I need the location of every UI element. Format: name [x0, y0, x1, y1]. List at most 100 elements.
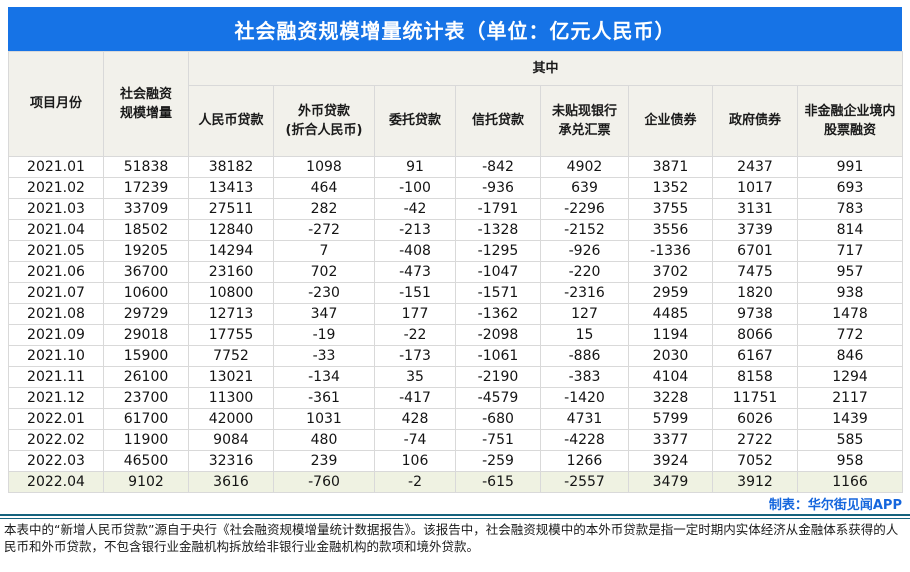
value-cell: -760	[273, 471, 375, 493]
value-cell: 717	[796, 240, 904, 262]
value-cell: 1820	[712, 282, 798, 304]
value-cell: -936	[455, 177, 541, 199]
value-cell: 127	[540, 303, 629, 325]
value-cell: 938	[796, 282, 904, 304]
value-cell: 1017	[712, 177, 798, 199]
value-cell: -417	[374, 387, 456, 409]
value-cell: -615	[455, 471, 541, 493]
value-cell: 26100	[103, 366, 189, 388]
table-row: 2021.10 15900 7752 -33 -173 -1061 -886 2030 6167…	[8, 345, 904, 367]
social-financing-table: 项目月份 社会融资 规模增量 其中 人民币贷款 外币贷款 (折合人民币) 委托贷…	[8, 51, 904, 493]
table-row: 2021.01 51838 38182 1098 91 -842 4902 3871 2437 9…	[8, 156, 904, 178]
value-cell: -680	[455, 408, 541, 430]
value-cell: -2098	[455, 324, 541, 346]
value-cell: -2296	[540, 198, 629, 220]
value-cell: -1328	[455, 219, 541, 241]
table-row: 2021.04 18502 12840 -272 -213 -1328 -2152 3556 3…	[8, 219, 904, 241]
table-row: 2022.01 61700 42000 1031 428 -680 4731 5799 6026…	[8, 408, 904, 430]
table-row: 2021.09 29018 17755 -19 -22 -2098 15 1194 8066 77…	[8, 324, 904, 346]
value-cell: 35	[374, 366, 456, 388]
value-cell: -42	[374, 198, 456, 220]
value-cell: 10600	[103, 282, 189, 304]
value-cell: -751	[455, 429, 541, 451]
value-cell: 7475	[712, 261, 798, 283]
value-cell: 585	[796, 429, 904, 451]
column-header-total: 社会融资 规模增量	[103, 51, 189, 157]
value-cell: 9738	[712, 303, 798, 325]
table-row: 2022.04 9102 3616 -760 -2 -615 -2557 3479 3912 11…	[8, 471, 904, 493]
value-cell: 32316	[188, 450, 274, 472]
value-cell: 17239	[103, 177, 189, 199]
value-cell: 15	[540, 324, 629, 346]
value-cell: -259	[455, 450, 541, 472]
footnote-text: 本表中的“新增人民币贷款”源自于央行《社会融资规模增量统计数据报告》。该报告中，…	[4, 522, 899, 554]
value-cell: 1166	[796, 471, 904, 493]
value-cell: -230	[273, 282, 375, 304]
value-cell: 3739	[712, 219, 798, 241]
header-row-top: 项目月份 社会融资 规模增量 其中	[8, 51, 904, 157]
value-cell: 42000	[188, 408, 274, 430]
value-cell: -4228	[540, 429, 629, 451]
value-cell: 1439	[796, 408, 904, 430]
value-cell: 282	[273, 198, 375, 220]
value-cell: -408	[374, 240, 456, 262]
value-cell: -2316	[540, 282, 629, 304]
value-cell: 347	[273, 303, 375, 325]
value-cell: 10800	[188, 282, 274, 304]
value-cell: 2437	[712, 156, 798, 178]
value-cell: -22	[374, 324, 456, 346]
value-cell: 4731	[540, 408, 629, 430]
value-cell: -4579	[455, 387, 541, 409]
column-header-entrusted-loans: 委托贷款	[374, 85, 456, 157]
column-header-undiscounted-bills: 未贴现银行 承兑汇票	[540, 85, 629, 157]
table-body: 2021.01 51838 38182 1098 91 -842 4902 3871 2437 9…	[8, 156, 904, 493]
column-header-stock-financing: 非金融企业境内 股票融资	[796, 85, 904, 157]
column-header-among-which: 其中	[187, 51, 904, 86]
value-cell: 3924	[628, 450, 713, 472]
value-cell: -134	[273, 366, 375, 388]
value-cell: -1336	[628, 240, 713, 262]
value-cell: -1571	[455, 282, 541, 304]
value-cell: -2152	[540, 219, 629, 241]
value-cell: -272	[273, 219, 375, 241]
value-cell: 11751	[712, 387, 798, 409]
month-cell: 2021.04	[8, 219, 104, 241]
value-cell: 11900	[103, 429, 189, 451]
value-cell: 3871	[628, 156, 713, 178]
value-cell: 2030	[628, 345, 713, 367]
header-row-sub: 人民币贷款 外币贷款 (折合人民币) 委托贷款 信托贷款 未贴现银行 承兑汇票 …	[9, 85, 904, 157]
value-cell: -74	[374, 429, 456, 451]
value-cell: 11300	[188, 387, 274, 409]
table-row: 2021.02 17239 13413 464 -100 -936 639 1352 1017 6…	[8, 177, 904, 199]
value-cell: 19205	[103, 240, 189, 262]
value-cell: 36700	[103, 261, 189, 283]
value-cell: 15900	[103, 345, 189, 367]
month-cell: 2022.02	[8, 429, 104, 451]
value-cell: 8066	[712, 324, 798, 346]
column-header-month: 项目月份	[8, 51, 104, 157]
month-cell: 2021.05	[8, 240, 104, 262]
value-cell: 7052	[712, 450, 798, 472]
value-cell: -2	[374, 471, 456, 493]
value-cell: 958	[796, 450, 904, 472]
double-rule-divider	[0, 514, 910, 519]
month-cell: 2021.10	[8, 345, 104, 367]
month-cell: 2021.06	[8, 261, 104, 283]
value-cell: 27511	[188, 198, 274, 220]
value-cell: 2959	[628, 282, 713, 304]
value-cell: 17755	[188, 324, 274, 346]
value-cell: 239	[273, 450, 375, 472]
value-cell: 1478	[796, 303, 904, 325]
value-cell: -213	[374, 219, 456, 241]
value-cell: 1031	[273, 408, 375, 430]
value-cell: -842	[455, 156, 541, 178]
value-cell: 3131	[712, 198, 798, 220]
value-cell: -33	[273, 345, 375, 367]
value-cell: 8158	[712, 366, 798, 388]
table-row: 2021.12 23700 11300 -361 -417 -4579 -1420 3228 1…	[8, 387, 904, 409]
value-cell: 51838	[103, 156, 189, 178]
value-cell: -2557	[540, 471, 629, 493]
credit-text: 制表：华尔街见闻APP	[768, 498, 902, 513]
value-cell: -220	[540, 261, 629, 283]
